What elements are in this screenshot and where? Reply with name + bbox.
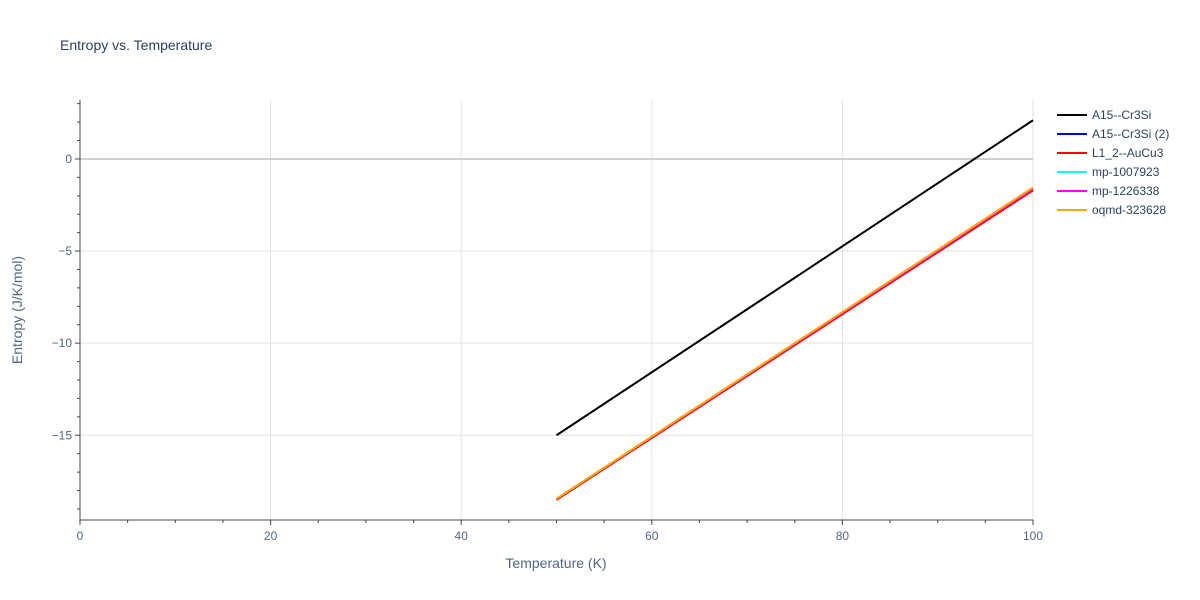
axis-layer: 0 20 40 60 80 100 −15 −10 −5 0: [52, 100, 1043, 543]
legend-label: L1_2--AuCu3: [1092, 146, 1164, 160]
legend-label: mp-1226338: [1092, 184, 1160, 198]
y-axis-title: Entropy (J/K/mol): [9, 256, 25, 364]
legend-label: A15--Cr3Si (2): [1092, 127, 1169, 141]
x-axis-title: Temperature (K): [505, 555, 606, 571]
legend-label: mp-1007923: [1092, 165, 1160, 179]
legend: A15--Cr3Si A15--Cr3Si (2) L1_2--AuCu3 mp-10…: [1057, 108, 1169, 217]
x-tick-label: 60: [645, 529, 659, 543]
grid-layer: [80, 100, 1034, 520]
y-tick-label: 0: [65, 152, 72, 166]
series-line-oqmd-323628: [555, 186, 1034, 500]
series-layer: [555, 119, 1034, 501]
x-tick-label: 100: [1023, 529, 1043, 543]
x-tick-label: 80: [836, 529, 850, 543]
chart-title: Entropy vs. Temperature: [60, 37, 212, 53]
series-line-a15-cr3si: [555, 119, 1034, 437]
y-tick-label: −15: [52, 428, 73, 442]
x-tick-label: 20: [264, 529, 278, 543]
x-tick-label: 40: [455, 529, 469, 543]
y-tick-label: −5: [58, 244, 72, 258]
x-tick-label: 0: [77, 529, 84, 543]
legend-label: oqmd-323628: [1092, 203, 1166, 217]
y-tick-label: −10: [52, 336, 73, 350]
legend-label: A15--Cr3Si: [1092, 108, 1151, 122]
